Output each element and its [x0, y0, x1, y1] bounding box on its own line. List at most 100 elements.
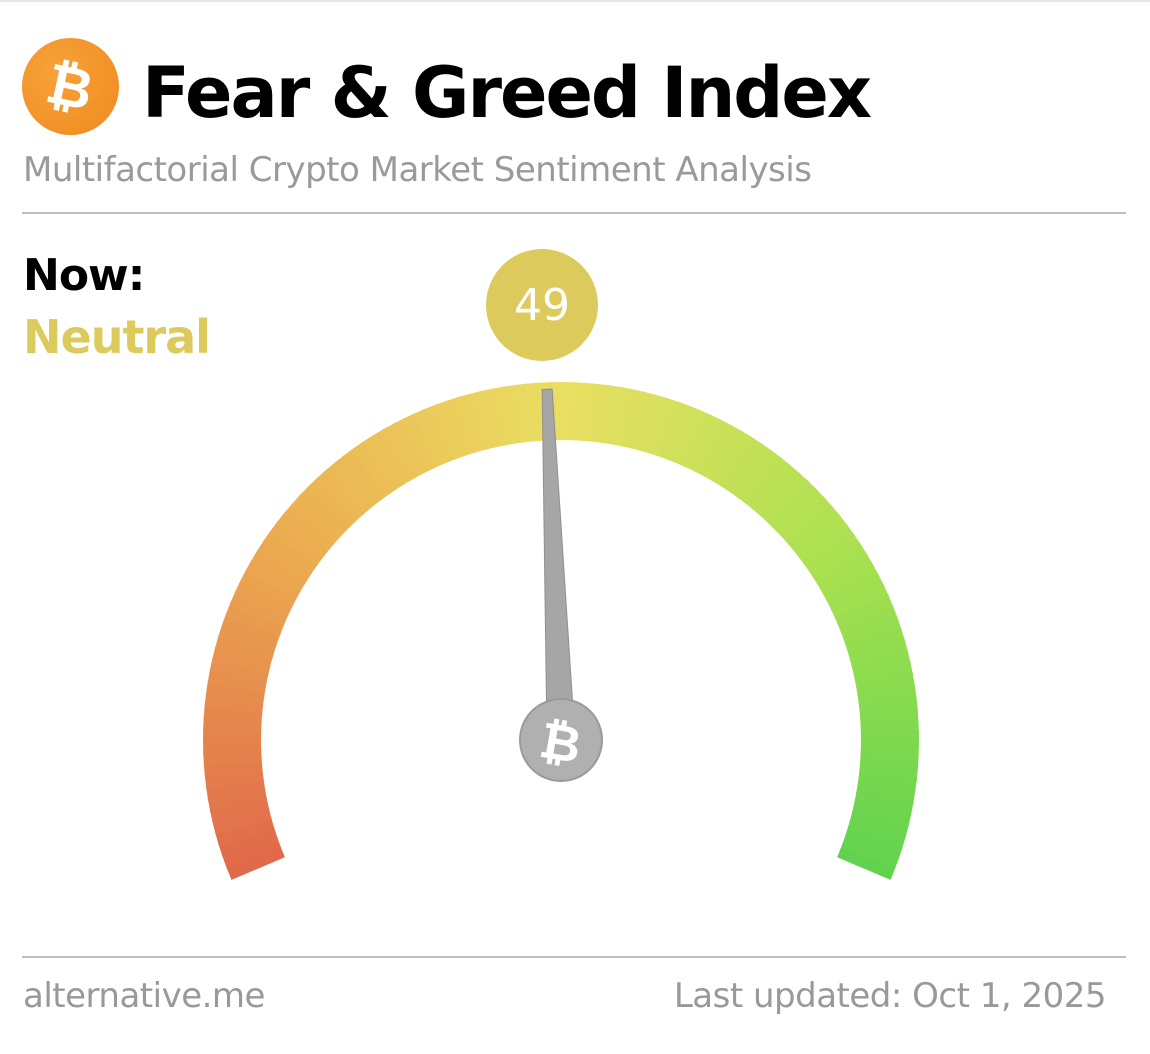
- gauge-arc-segment: [207, 788, 268, 813]
- gauge-arc-segment: [205, 680, 266, 703]
- gauge-arc-segment: [834, 593, 894, 630]
- gauge-arc-segment: [225, 845, 285, 880]
- gauge-arc-segment: [445, 396, 477, 457]
- gauge-arc-segment: [702, 424, 744, 483]
- gauge-arc-segment: [848, 638, 909, 667]
- gauge-arc-segment: [290, 493, 344, 544]
- gauge-arc-segment: [667, 405, 702, 465]
- gauge-arc-segment: [759, 471, 810, 524]
- gauge-arc-segment: [215, 817, 275, 847]
- gauge-needle: [541, 388, 576, 742]
- gauge-arc-segment: [736, 449, 783, 505]
- gauge-arc-segment: [211, 645, 272, 674]
- gauge-arc-segment: [412, 408, 449, 467]
- footer-divider: [22, 956, 1126, 958]
- gauge-arc-segment: [629, 391, 658, 452]
- gauge-arc-segment: [479, 388, 506, 448]
- gauge-arc-segment: [269, 520, 325, 567]
- gauge-arc-segment: [849, 810, 909, 839]
- gauge-arc-segment: [490, 386, 515, 446]
- gauge-arc-segment: [711, 430, 754, 488]
- gauge-arc-segment: [805, 532, 862, 577]
- gauge-arc-segment: [214, 634, 275, 665]
- gauge-arc-segment: [256, 539, 313, 583]
- gauge-arc-segment: [610, 386, 635, 447]
- needle-hub: [519, 698, 603, 782]
- gauge-arc-segment: [342, 447, 388, 503]
- gauge-arc-segment: [276, 511, 331, 559]
- bitcoin-icon: ₿: [535, 711, 585, 775]
- gauge-arc-segment: [250, 549, 308, 592]
- gauge-arc-segment: [685, 414, 724, 473]
- gauge-arc-segment: [744, 456, 792, 511]
- gauge-arc-segment: [851, 649, 911, 677]
- gauge-arc-segment: [694, 419, 734, 478]
- gauge-arc-segment: [423, 403, 458, 464]
- gauge-arc-segment: [262, 529, 319, 575]
- gauge-arc-segment: [842, 615, 902, 648]
- gauge-arc-segment: [212, 807, 272, 836]
- gauge-arc-segment: [203, 738, 262, 755]
- now-label: Now:: [23, 250, 145, 301]
- gauge-arc-segment: [239, 569, 298, 609]
- gauge-arc-segment: [773, 487, 826, 538]
- gauge-arc-segment: [402, 412, 440, 472]
- gauge-arc-segment: [306, 477, 358, 529]
- gauge-arc-segment: [324, 461, 373, 516]
- bitcoin-icon: ₿: [41, 51, 99, 124]
- gauge-arc-segment: [283, 502, 337, 551]
- gauge-arc-segment: [853, 660, 914, 687]
- gauge-arc-segment: [780, 496, 834, 546]
- bitcoin-logo: ₿: [22, 38, 119, 135]
- gauge-arc-segment: [766, 479, 818, 531]
- gauge-arc-segment: [456, 393, 486, 454]
- gauge-arc-segment: [830, 583, 890, 621]
- gauge-arc-segment: [837, 848, 895, 880]
- gauge-arc-segment: [434, 400, 467, 460]
- gauge-arc-segment: [361, 434, 405, 491]
- gauge-arc-segment: [851, 800, 912, 828]
- gauge-arc-segment: [229, 590, 289, 627]
- gauge-arc-segment: [839, 838, 900, 873]
- gauge-arc-segment: [234, 580, 293, 618]
- last-updated: Last updated: Oct 1, 2025: [673, 976, 1107, 1016]
- gauge-arc-segment: [811, 542, 868, 586]
- gauge-arc-segment: [244, 559, 302, 600]
- page-title: Fear & Greed Index: [142, 52, 872, 134]
- gauge-arc-segment: [209, 657, 270, 684]
- gauge-arc-segment: [728, 442, 774, 499]
- gauge-arc-segment: [799, 523, 855, 569]
- gauge-arc-segment: [845, 626, 906, 658]
- gauge-arc-segment: [816, 552, 874, 594]
- gauge-arc-segment: [843, 829, 903, 862]
- gauge-arc-segment: [218, 826, 278, 858]
- source-link[interactable]: alternative.me: [23, 976, 265, 1016]
- gauge-arc-segment: [619, 388, 647, 449]
- gauge-arc-segment: [846, 820, 907, 851]
- value-badge: 49: [486, 249, 598, 361]
- gauge-arc-segment: [217, 623, 278, 655]
- gauge-arc-segment: [752, 463, 801, 518]
- page-subtitle: Multifactorial Crypto Market Sentiment A…: [23, 150, 812, 190]
- gauge-arc-segment: [225, 601, 285, 636]
- gauge-arc-segment: [826, 572, 885, 612]
- gauge-arc-segment: [855, 672, 916, 696]
- gauge-arc-segment: [854, 791, 914, 817]
- gauge-arc-segment: [676, 409, 713, 469]
- gauge-arc-segment: [391, 417, 431, 476]
- gauge-arc-segment: [207, 668, 267, 693]
- gauge-arc-segment: [793, 513, 849, 561]
- gauge-arc-segment: [298, 485, 351, 536]
- classification-label: Neutral: [23, 310, 211, 364]
- gauge-arc-segment: [787, 504, 841, 553]
- gauge-arc-segment: [221, 836, 282, 869]
- gauge-arc-segment: [371, 428, 413, 486]
- gauge-arc-segment: [221, 612, 281, 646]
- gauge-arc-segment: [600, 385, 624, 445]
- top-border: [0, 0, 1150, 2]
- gauge-arc-segment: [638, 394, 669, 454]
- gauge-arc-segment: [657, 401, 691, 461]
- gauge-arc-segment: [838, 604, 898, 639]
- gauge-arc-segment: [209, 797, 270, 825]
